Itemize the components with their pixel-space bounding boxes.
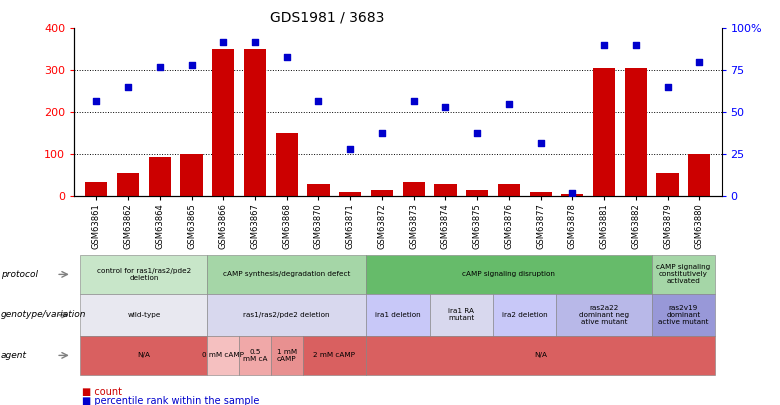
Bar: [212, 49, 234, 196]
Text: 1 mM
cAMP: 1 mM cAMP: [277, 349, 296, 362]
Point: [597, 42, 610, 48]
Point: [693, 59, 706, 65]
Point: [344, 146, 356, 153]
Point: [502, 101, 515, 107]
Bar: [180, 154, 203, 196]
Text: ■ percentile rank within the sample: ■ percentile rank within the sample: [82, 396, 259, 405]
Bar: [466, 190, 488, 196]
Point: [312, 97, 324, 104]
Text: ira2 deletion: ira2 deletion: [502, 312, 548, 318]
Bar: [498, 184, 520, 196]
Bar: [688, 154, 711, 196]
Bar: [85, 182, 108, 196]
Bar: [657, 173, 679, 196]
Text: wild-type: wild-type: [127, 312, 161, 318]
Bar: [402, 182, 425, 196]
Text: cAMP synthesis/degradation defect: cAMP synthesis/degradation defect: [223, 271, 350, 277]
Text: GDS1981 / 3683: GDS1981 / 3683: [271, 10, 385, 24]
Bar: [307, 184, 330, 196]
Text: 0.5
mM cA: 0.5 mM cA: [243, 349, 268, 362]
Point: [281, 54, 293, 60]
Text: agent: agent: [1, 351, 27, 360]
Bar: [625, 68, 647, 196]
Point: [90, 97, 102, 104]
Text: N/A: N/A: [534, 352, 547, 358]
Point: [534, 139, 547, 146]
Bar: [434, 184, 456, 196]
Text: ras2v19
dominant
active mutant: ras2v19 dominant active mutant: [658, 305, 709, 325]
Text: ras1/ras2/pde2 deletion: ras1/ras2/pde2 deletion: [243, 312, 330, 318]
Bar: [562, 194, 583, 196]
Text: cAMP signaling disruption: cAMP signaling disruption: [463, 271, 555, 277]
Text: N/A: N/A: [137, 352, 151, 358]
Text: 2 mM cAMP: 2 mM cAMP: [314, 352, 356, 358]
Bar: [275, 133, 298, 196]
Text: cAMP signaling
constitutively
activated: cAMP signaling constitutively activated: [656, 264, 711, 284]
Point: [376, 129, 388, 136]
Bar: [593, 68, 615, 196]
Bar: [149, 156, 171, 196]
Text: ■ count: ■ count: [82, 388, 122, 397]
Point: [471, 129, 484, 136]
Text: ira1 RA
mutant: ira1 RA mutant: [448, 308, 474, 322]
Text: 0 mM cAMP: 0 mM cAMP: [202, 352, 244, 358]
Text: control for ras1/ras2/pde2
deletion: control for ras1/ras2/pde2 deletion: [97, 268, 191, 281]
Point: [217, 38, 229, 45]
Text: genotype/variation: genotype/variation: [1, 310, 87, 320]
Point: [566, 190, 579, 196]
Bar: [370, 190, 393, 196]
Point: [661, 84, 674, 90]
Point: [249, 38, 261, 45]
Point: [439, 104, 452, 111]
Bar: [530, 192, 551, 196]
Point: [186, 62, 198, 68]
Text: ira1 deletion: ira1 deletion: [375, 312, 420, 318]
Bar: [339, 192, 361, 196]
Point: [154, 64, 166, 70]
Bar: [244, 49, 266, 196]
Text: protocol: protocol: [1, 270, 37, 279]
Point: [407, 97, 420, 104]
Text: ras2a22
dominant neg
ative mutant: ras2a22 dominant neg ative mutant: [579, 305, 629, 325]
Point: [122, 84, 134, 90]
Bar: [117, 173, 139, 196]
Point: [629, 42, 642, 48]
